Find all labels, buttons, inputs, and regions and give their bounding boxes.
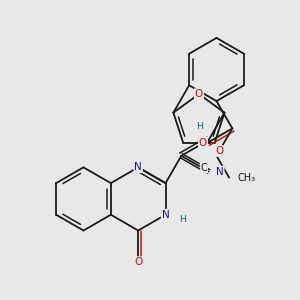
Text: C: C [201,163,207,173]
Text: O: O [199,138,207,148]
Text: H: H [179,215,186,224]
Text: N: N [162,210,170,220]
Text: CH₃: CH₃ [238,173,256,183]
Text: H: H [196,122,203,131]
Text: O: O [216,146,224,156]
Text: N: N [134,162,142,172]
Text: O: O [134,257,142,267]
Text: N: N [216,167,224,177]
Text: O: O [195,89,203,99]
